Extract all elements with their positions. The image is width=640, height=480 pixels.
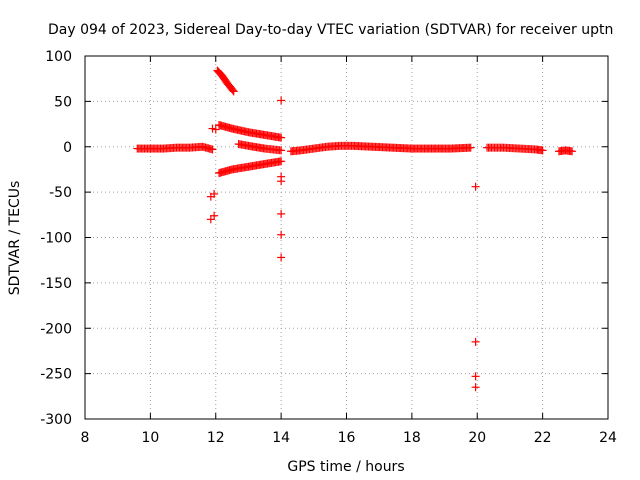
data-point xyxy=(208,145,217,154)
data-point xyxy=(277,253,286,262)
data-point xyxy=(277,209,286,218)
y-tick-label: -50 xyxy=(49,185,72,201)
grid-lines xyxy=(85,56,608,419)
y-tick-label: 0 xyxy=(63,140,72,156)
y-tick-label: -150 xyxy=(40,276,72,292)
x-tick-label: 20 xyxy=(468,430,486,446)
data-point xyxy=(228,86,237,95)
y-tick-label: -300 xyxy=(40,412,72,428)
data-point xyxy=(211,125,220,134)
data-point xyxy=(210,211,219,220)
x-tick-label: 8 xyxy=(81,430,90,446)
y-tick-label: 100 xyxy=(45,49,72,65)
data-point xyxy=(206,215,215,224)
x-tick-label: 18 xyxy=(403,430,421,446)
x-tick-label: 16 xyxy=(338,430,356,446)
data-point xyxy=(538,146,547,155)
data-point xyxy=(277,177,286,186)
y-axis-label: SDTVAR / TECUs xyxy=(7,181,23,296)
x-tick-label: 24 xyxy=(599,430,617,446)
x-tick-label: 10 xyxy=(141,430,159,446)
data-point xyxy=(277,146,286,155)
x-axis-label: GPS time / hours xyxy=(287,459,404,475)
data-point xyxy=(568,147,577,156)
data-point xyxy=(471,383,480,392)
data-point xyxy=(471,337,480,346)
data-point xyxy=(471,182,480,191)
y-tick-label: 50 xyxy=(54,94,72,110)
axis-ticks: 8 10 12 14 16 18 20 22 24 100 50 0 -50 -100 -150 -200 -2… xyxy=(40,49,617,446)
y-tick-label: -250 xyxy=(40,367,72,383)
x-tick-label: 22 xyxy=(534,430,552,446)
data-point xyxy=(466,143,475,152)
data-markers xyxy=(133,66,577,392)
data-point xyxy=(229,87,238,96)
data-point xyxy=(210,189,219,198)
data-point xyxy=(277,133,286,142)
data-point xyxy=(277,96,286,105)
chart-title: Day 094 of 2023, Sidereal Day-to-day VTE… xyxy=(48,22,613,38)
data-point xyxy=(277,157,286,166)
data-point xyxy=(277,230,286,239)
x-tick-label: 12 xyxy=(207,430,225,446)
y-tick-label: -200 xyxy=(40,321,72,337)
y-tick-label: -100 xyxy=(40,231,72,247)
data-point xyxy=(471,372,480,381)
x-tick-label: 14 xyxy=(272,430,290,446)
data-point xyxy=(208,124,217,133)
